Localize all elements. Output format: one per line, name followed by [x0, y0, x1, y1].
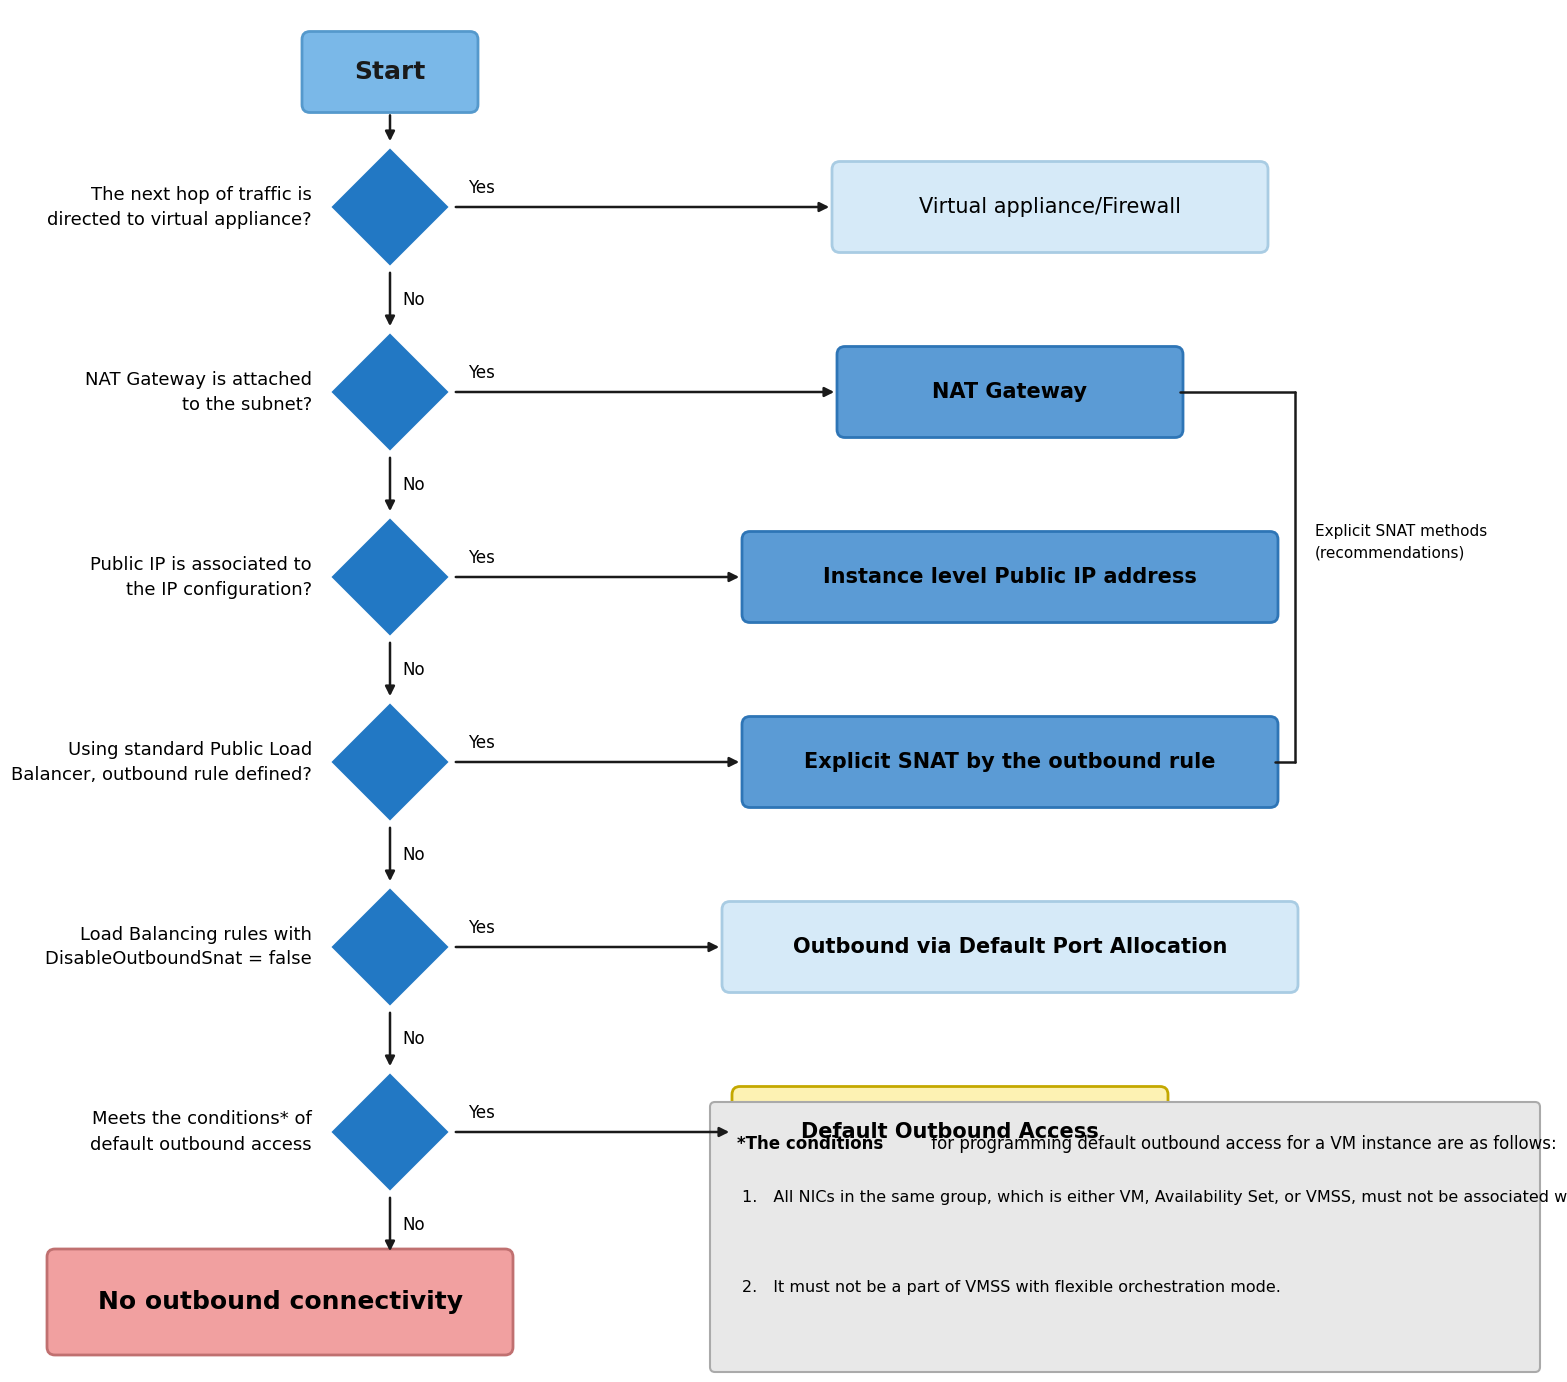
FancyBboxPatch shape [732, 1086, 1167, 1177]
Text: Meets the conditions* of
default outbound access: Meets the conditions* of default outboun… [91, 1111, 312, 1154]
FancyBboxPatch shape [710, 1101, 1540, 1372]
Text: 1.  All NICs in the same group, which is either VM, Availability Set, or VMSS, m: 1. All NICs in the same group, which is … [743, 1190, 1567, 1205]
Polygon shape [331, 1072, 450, 1193]
Text: Yes: Yes [469, 734, 495, 752]
Text: No: No [403, 290, 425, 308]
Text: Explicit SNAT methods
(recommendations): Explicit SNAT methods (recommendations) [1315, 524, 1487, 560]
Text: 2.  It must not be a part of VMSS with flexible orchestration mode.: 2. It must not be a part of VMSS with fl… [743, 1280, 1280, 1295]
Text: Using standard Public Load
Balancer, outbound rule defined?: Using standard Public Load Balancer, out… [11, 741, 312, 784]
Text: No: No [403, 661, 425, 679]
Text: NAT Gateway is attached
to the subnet?: NAT Gateway is attached to the subnet? [85, 370, 312, 413]
Text: Yes: Yes [469, 1104, 495, 1122]
FancyBboxPatch shape [302, 32, 478, 112]
FancyBboxPatch shape [832, 162, 1268, 253]
FancyBboxPatch shape [743, 716, 1279, 807]
Text: The next hop of traffic is
directed to virtual appliance?: The next hop of traffic is directed to v… [47, 185, 312, 228]
Text: Default Outbound Access: Default Outbound Access [801, 1122, 1098, 1142]
Polygon shape [331, 146, 450, 267]
Text: NAT Gateway: NAT Gateway [932, 381, 1087, 402]
Text: *The conditions: *The conditions [736, 1135, 884, 1153]
Text: No outbound connectivity: No outbound connectivity [97, 1289, 462, 1314]
Text: Load Balancing rules with
DisableOutboundSnat = false: Load Balancing rules with DisableOutboun… [45, 926, 312, 969]
Text: Explicit SNAT by the outbound rule: Explicit SNAT by the outbound rule [804, 752, 1216, 773]
Text: Yes: Yes [469, 180, 495, 198]
FancyBboxPatch shape [743, 532, 1279, 622]
Text: Yes: Yes [469, 549, 495, 567]
Text: Instance level Public IP address: Instance level Public IP address [823, 567, 1197, 587]
Polygon shape [331, 887, 450, 1007]
Text: No: No [403, 1031, 425, 1049]
Text: Yes: Yes [469, 919, 495, 937]
Polygon shape [331, 517, 450, 637]
Text: for programming default outbound access for a VM instance are as follows:: for programming default outbound access … [926, 1135, 1556, 1153]
Text: Public IP is associated to
the IP configuration?: Public IP is associated to the IP config… [91, 556, 312, 598]
FancyBboxPatch shape [837, 347, 1183, 438]
Text: Yes: Yes [469, 363, 495, 381]
Text: Virtual appliance/Firewall: Virtual appliance/Firewall [918, 198, 1182, 217]
Polygon shape [331, 702, 450, 822]
Text: No: No [403, 475, 425, 493]
Text: Start: Start [354, 59, 426, 84]
Text: No: No [403, 846, 425, 864]
Polygon shape [331, 332, 450, 452]
FancyBboxPatch shape [722, 901, 1297, 992]
Text: No: No [403, 1216, 425, 1234]
FancyBboxPatch shape [47, 1249, 512, 1354]
Text: Outbound via Default Port Allocation: Outbound via Default Port Allocation [793, 937, 1227, 956]
